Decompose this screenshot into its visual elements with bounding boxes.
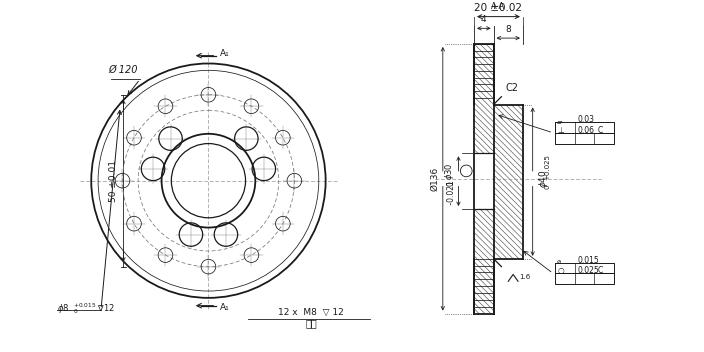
Text: 0.025: 0.025 <box>577 266 599 275</box>
Text: 0: 0 <box>446 181 455 186</box>
Text: C: C <box>597 266 603 275</box>
Text: $\phi$8  $^{+0.015}_{     0}$ $\nabla$12: $\phi$8 $^{+0.015}_{ 0}$ $\nabla$12 <box>57 301 115 316</box>
Text: ⌀: ⌀ <box>557 259 561 265</box>
Text: 0: 0 <box>544 184 551 189</box>
Text: A₁: A₁ <box>220 49 230 58</box>
Text: 12 x  M8  ▽ 12: 12 x M8 ▽ 12 <box>278 308 344 316</box>
Text: ⏥: ⏥ <box>557 118 562 124</box>
Text: 0.015: 0.015 <box>577 256 599 265</box>
Text: C: C <box>597 126 603 135</box>
Text: 1.6: 1.6 <box>519 274 530 280</box>
Text: +0.025: +0.025 <box>544 154 551 180</box>
Text: 0.03: 0.03 <box>577 115 595 124</box>
Text: Ø 120: Ø 120 <box>109 65 138 75</box>
Text: 50 ±0.01: 50 ±0.01 <box>108 160 118 202</box>
Text: A₁: A₁ <box>220 303 230 312</box>
Text: 均布: 均布 <box>305 318 317 328</box>
Text: $\phi$40: $\phi$40 <box>536 169 550 188</box>
Text: 8: 8 <box>505 25 511 34</box>
Text: 20 ±0.02: 20 ±0.02 <box>474 3 522 13</box>
Text: 0.06: 0.06 <box>577 126 595 135</box>
Text: ○: ○ <box>557 266 564 275</box>
Text: ⊥: ⊥ <box>557 126 564 135</box>
Text: -0.021: -0.021 <box>446 180 455 207</box>
Text: 4: 4 <box>481 15 486 24</box>
Text: Ø136: Ø136 <box>430 166 439 191</box>
Text: C2: C2 <box>505 83 518 93</box>
Text: A-A: A-A <box>491 2 505 11</box>
Text: $\phi$30: $\phi$30 <box>443 162 455 180</box>
